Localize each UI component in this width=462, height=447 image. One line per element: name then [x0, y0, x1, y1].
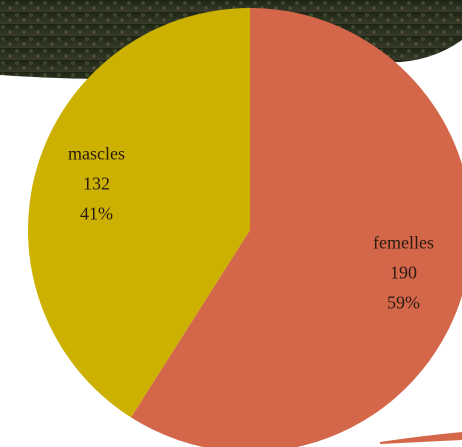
- pie-slice: [28, 8, 250, 418]
- pie-slice: [130, 8, 462, 447]
- slice-percent: 59%: [387, 293, 420, 313]
- slice-name: mascles: [68, 144, 125, 164]
- slice-value: 132: [83, 174, 110, 194]
- decor-streak: [380, 432, 462, 444]
- slice-value: 190: [390, 263, 417, 283]
- slice-percent: 41%: [80, 204, 113, 224]
- slice-name: femelles: [373, 233, 434, 253]
